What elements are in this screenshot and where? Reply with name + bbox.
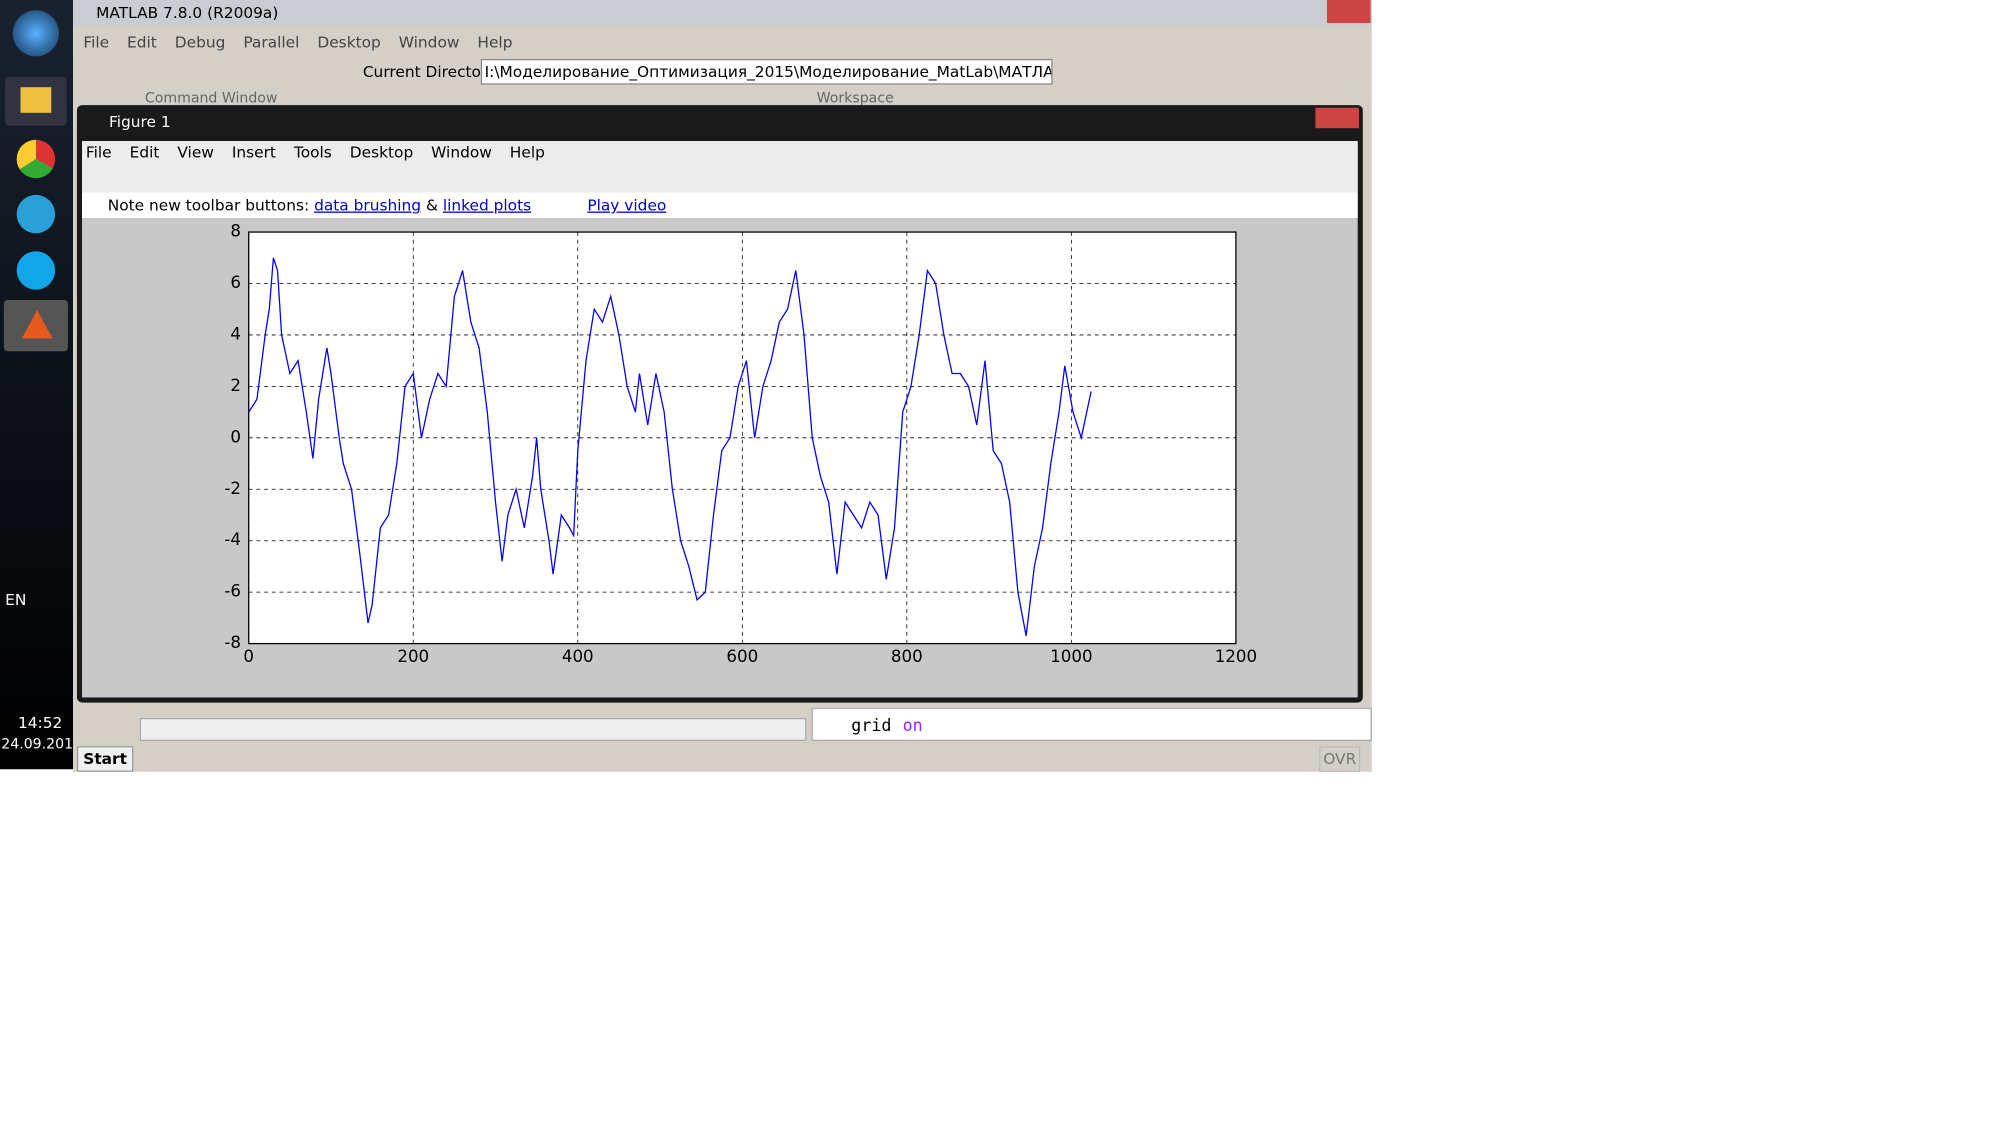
menu-item[interactable]: Window	[398, 33, 460, 52]
matlab-icon[interactable]	[3, 299, 68, 352]
info-bar: Note new toolbar buttons: data brushing …	[82, 192, 1358, 218]
menu-bar: File Edit Debug Parallel Desktop Window Help	[83, 33, 530, 51]
current-directory[interactable]: I:\Моделирование_Оптимизация_2015\Модели…	[480, 58, 1053, 85]
menu-item[interactable]: File	[83, 33, 110, 52]
y-tick-label: 4	[230, 324, 241, 343]
figure-close[interactable]	[1315, 107, 1359, 129]
menu-item[interactable]: Parallel	[243, 33, 300, 52]
code-arg: on	[902, 716, 923, 736]
x-tick-label: 400	[562, 647, 594, 666]
axes-box	[248, 231, 1237, 645]
history-panel: grid on	[811, 707, 1372, 742]
x-tick-label: 0	[243, 647, 254, 666]
y-tick-label: -8	[224, 633, 241, 652]
info-amp: &	[425, 196, 438, 215]
current-directory-label: Current Directory:	[362, 62, 501, 81]
x-tick-label: 800	[891, 647, 923, 666]
y-tick-label: 8	[230, 222, 241, 241]
y-tick-label: -4	[224, 530, 241, 549]
start-orb[interactable]	[12, 10, 59, 57]
close-button[interactable]	[1326, 0, 1371, 24]
chart: -8 -6 -4 -2 0 2 4 6 8 0 200 400 600 800 1000 1200	[224, 222, 1257, 667]
link-data-brushing[interactable]: data brushing	[314, 196, 422, 215]
window-title: MATLAB 7.8.0 (R2009a)	[96, 3, 279, 22]
menu-item[interactable]: Window	[431, 143, 492, 162]
explorer-icon[interactable]	[5, 76, 67, 126]
y-tick-label: -2	[224, 479, 241, 498]
code-keyword: grid	[851, 716, 892, 736]
link-play-video[interactable]: Play video	[587, 196, 667, 215]
data-line	[248, 257, 1092, 636]
chrome-icon[interactable]	[16, 139, 56, 179]
menu-item[interactable]: File	[85, 143, 112, 162]
menu-item[interactable]: Tools	[293, 143, 332, 162]
y-tick-label: 2	[230, 376, 241, 395]
language[interactable]: EN	[5, 591, 27, 609]
figure-menu: File Edit View Insert Tools Desktop Window Help	[86, 144, 563, 162]
figure-toolbar	[82, 141, 1358, 193]
y-tick-label: -6	[224, 582, 241, 601]
x-tick-label: 600	[726, 647, 758, 666]
x-tick-label: 200	[397, 647, 429, 666]
taskbar: EN 14:52 24.09.2017	[0, 0, 82, 770]
menu-item[interactable]: Desktop	[349, 143, 414, 162]
menu-item[interactable]: View	[177, 143, 214, 162]
skype-icon[interactable]	[16, 251, 56, 290]
clock-date[interactable]: 24.09.2017	[1, 735, 83, 753]
y-tick-label: 6	[230, 273, 241, 292]
title-bar: MATLAB 7.8.0 (R2009a)	[73, 0, 1372, 26]
menu-item[interactable]: Edit	[129, 143, 160, 162]
info-text: Note new toolbar buttons:	[107, 196, 310, 215]
menu-item[interactable]: Edit	[127, 33, 157, 52]
start-button[interactable]: Start	[76, 746, 134, 772]
menu-item[interactable]: Debug	[174, 33, 226, 52]
figure-title: Figure 1	[108, 112, 171, 131]
x-tick-label: 1200	[1215, 647, 1257, 666]
workspace-title: Workspace	[816, 89, 894, 107]
scrollbar[interactable]	[139, 717, 807, 742]
y-tick-label: 0	[230, 427, 241, 446]
menu-item[interactable]: Help	[509, 143, 545, 162]
status-ovr: OVR	[1319, 746, 1361, 772]
link-linked-plots[interactable]: linked plots	[442, 196, 532, 215]
menu-item[interactable]: Desktop	[317, 33, 381, 52]
menu-item[interactable]: Insert	[231, 143, 276, 162]
menu-item[interactable]: Help	[477, 33, 513, 52]
telegram-icon[interactable]	[16, 194, 56, 234]
x-tick-label: 1000	[1050, 647, 1092, 666]
clock-time[interactable]: 14:52	[17, 714, 63, 733]
command-window-title: Command Window	[144, 89, 278, 107]
